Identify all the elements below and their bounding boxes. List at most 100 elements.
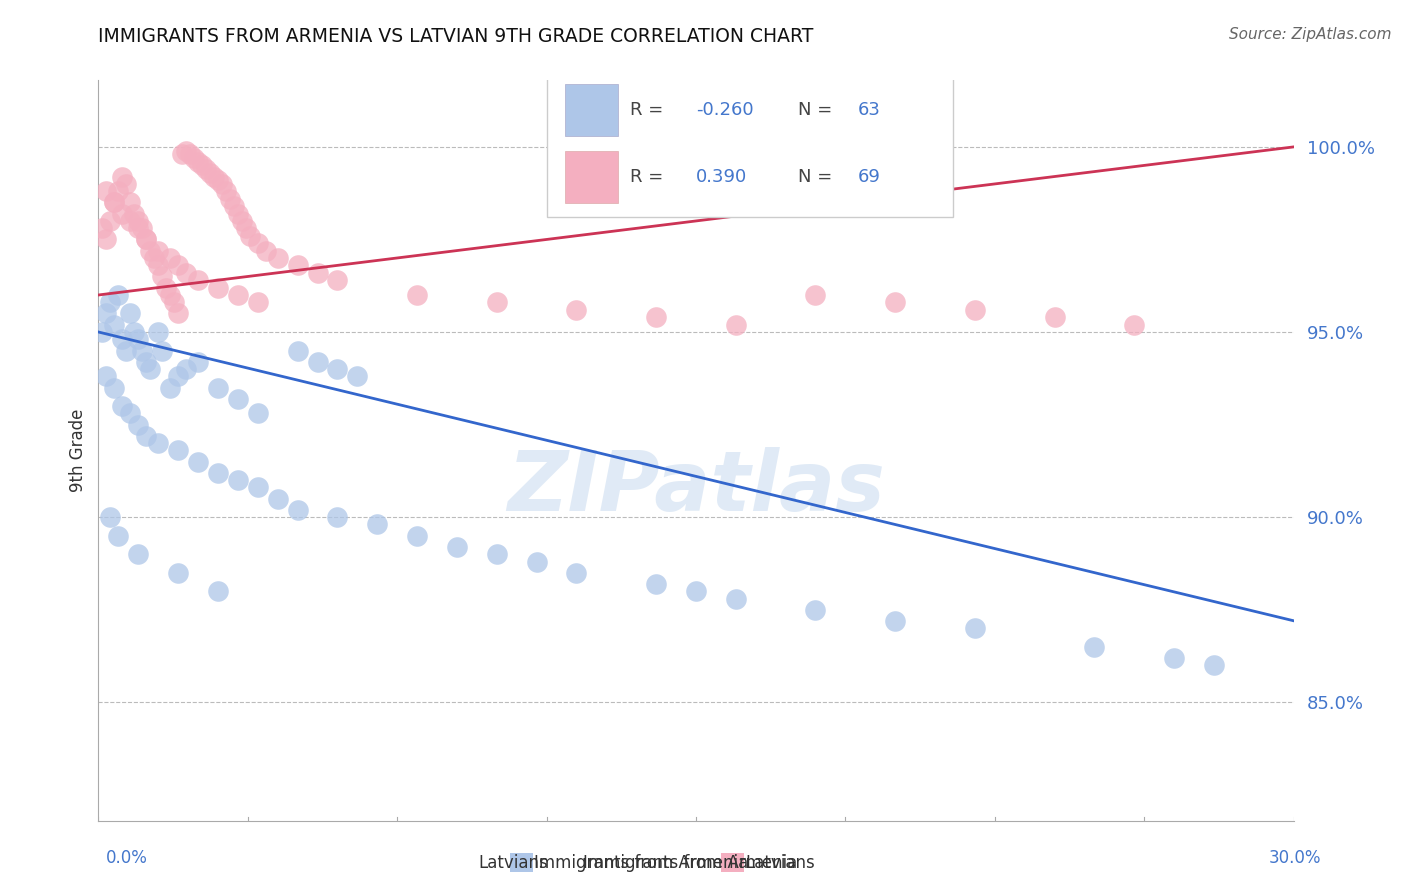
Point <box>222 199 245 213</box>
Point <box>98 214 122 228</box>
Point <box>96 369 118 384</box>
Point <box>963 302 986 317</box>
Point <box>167 566 190 580</box>
Point <box>235 221 257 235</box>
Point <box>91 325 114 339</box>
Point <box>103 195 125 210</box>
Point <box>96 306 118 320</box>
Point <box>179 147 201 161</box>
Point <box>120 214 142 228</box>
Point <box>120 406 142 420</box>
Point <box>287 343 309 358</box>
Text: 30.0%: 30.0% <box>1270 849 1322 867</box>
Point <box>148 244 170 258</box>
Point <box>645 576 668 591</box>
Point <box>124 206 146 220</box>
Point <box>226 206 249 220</box>
Point <box>115 177 138 191</box>
Text: Immigrants from Armenia: Immigrants from Armenia <box>583 855 797 872</box>
Point <box>406 528 429 542</box>
Point <box>143 251 166 265</box>
Point <box>191 158 214 172</box>
Point <box>155 280 177 294</box>
Y-axis label: 9th Grade: 9th Grade <box>69 409 87 492</box>
Point <box>1123 318 1146 332</box>
Point <box>120 306 142 320</box>
Point <box>724 318 747 332</box>
Point <box>148 258 170 272</box>
Text: -0.260: -0.260 <box>696 102 754 120</box>
Point <box>307 266 329 280</box>
Point <box>1202 658 1225 673</box>
Point <box>198 166 221 180</box>
Point <box>187 354 209 368</box>
Point <box>187 154 209 169</box>
Text: Latvians: Latvians <box>745 855 815 872</box>
Point <box>167 443 190 458</box>
Text: R =: R = <box>630 168 675 186</box>
Point <box>103 318 125 332</box>
Point <box>187 454 209 468</box>
Point <box>526 554 548 568</box>
Point <box>111 399 134 413</box>
Text: Immigrants from Armenia: Immigrants from Armenia <box>534 855 748 872</box>
Point <box>127 547 149 561</box>
Point <box>226 392 249 406</box>
Point <box>139 362 162 376</box>
Point <box>366 517 388 532</box>
Point <box>326 510 349 524</box>
Point <box>485 547 508 561</box>
Point <box>98 510 122 524</box>
Point <box>150 343 173 358</box>
Point <box>239 228 262 243</box>
Point <box>131 221 153 235</box>
Point <box>645 310 668 325</box>
Point <box>884 614 907 628</box>
Point <box>127 214 149 228</box>
Point <box>103 195 125 210</box>
Point <box>246 480 269 494</box>
Text: Source: ZipAtlas.com: Source: ZipAtlas.com <box>1229 27 1392 42</box>
Point <box>307 354 329 368</box>
Point <box>172 147 194 161</box>
Text: N =: N = <box>797 102 838 120</box>
Point <box>131 343 153 358</box>
Point <box>174 362 197 376</box>
Text: ZIPatlas: ZIPatlas <box>508 447 884 528</box>
Point <box>246 236 269 251</box>
Text: 0.0%: 0.0% <box>105 849 148 867</box>
Point <box>187 273 209 287</box>
Point <box>150 269 173 284</box>
Point <box>111 169 134 184</box>
Point <box>135 354 157 368</box>
Point <box>202 169 225 184</box>
Point <box>446 540 468 554</box>
Text: 0.390: 0.390 <box>696 168 747 186</box>
Point <box>246 295 269 310</box>
Point <box>107 184 129 198</box>
Point <box>211 177 233 191</box>
Point <box>884 295 907 310</box>
Point <box>107 288 129 302</box>
Point <box>120 195 142 210</box>
Text: R =: R = <box>630 102 669 120</box>
Point <box>183 151 205 165</box>
Text: N =: N = <box>797 168 838 186</box>
Text: 63: 63 <box>858 102 880 120</box>
Text: Latvians: Latvians <box>478 855 548 872</box>
Point <box>231 214 253 228</box>
Point <box>246 406 269 420</box>
Point <box>96 232 118 246</box>
Point <box>685 584 707 599</box>
Point <box>267 251 290 265</box>
Point <box>107 528 129 542</box>
Point <box>346 369 368 384</box>
Point <box>326 273 349 287</box>
Point <box>159 380 181 394</box>
Point <box>96 184 118 198</box>
Point <box>195 162 218 177</box>
Point <box>127 417 149 432</box>
Point <box>111 332 134 346</box>
Point <box>215 184 238 198</box>
Point <box>135 232 157 246</box>
